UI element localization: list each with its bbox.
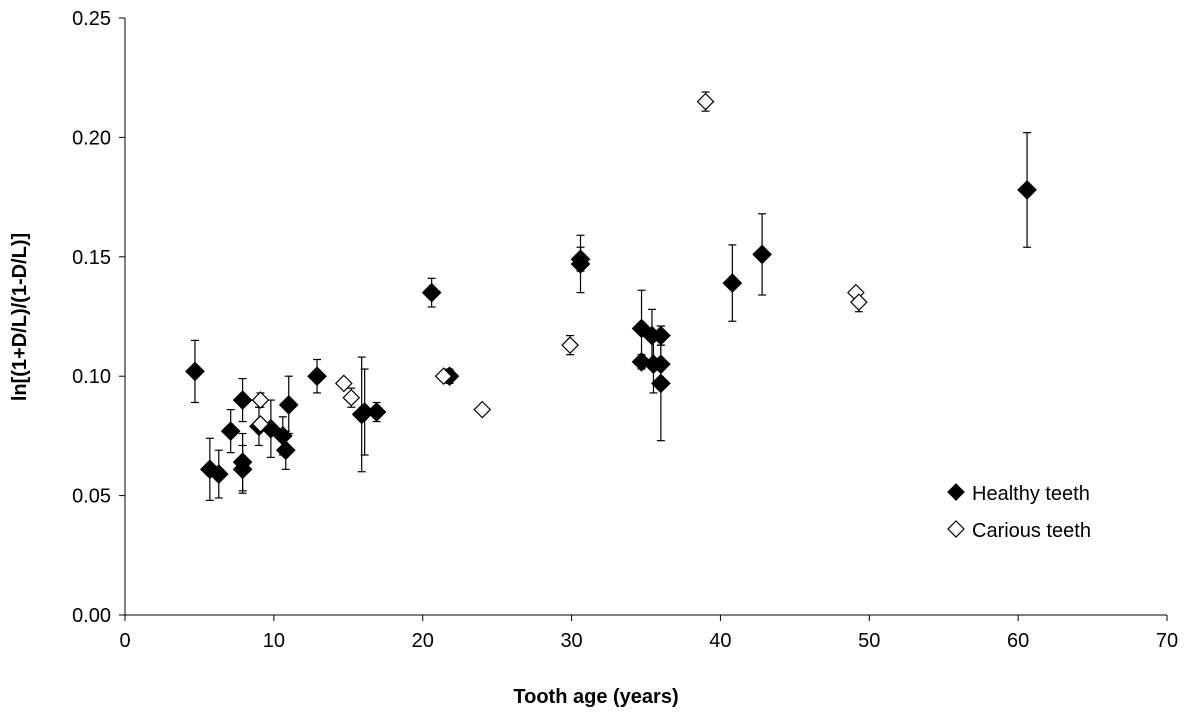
x-tick-label: 0 <box>119 630 130 652</box>
point <box>651 354 671 375</box>
point <box>366 402 387 422</box>
y-axis-title: ln[(1+D/L)/(1-D/L)] <box>9 233 31 401</box>
legend-marker <box>947 483 965 501</box>
point <box>696 92 715 111</box>
point <box>232 390 253 410</box>
y-tick-label: 0.00 <box>72 605 111 627</box>
point <box>421 282 442 303</box>
point <box>208 464 229 484</box>
point <box>334 374 353 393</box>
point <box>307 366 327 387</box>
point <box>275 440 296 461</box>
point <box>434 367 453 386</box>
x-tick-label: 20 <box>412 630 434 652</box>
legend-label: Carious teeth <box>972 520 1091 542</box>
point <box>342 388 361 407</box>
legend-marker <box>947 520 965 538</box>
y-tick-label: 0.05 <box>72 486 111 508</box>
point <box>220 421 241 441</box>
point <box>651 325 671 346</box>
x-axis-title: Tooth age (years) <box>513 686 678 708</box>
y-tick-label: 0.10 <box>72 366 111 388</box>
point <box>473 400 492 419</box>
x-tick-label: 40 <box>709 630 731 652</box>
y-tick-label: 0.15 <box>72 247 111 269</box>
point <box>278 395 299 415</box>
legend-label: Healthy teeth <box>972 483 1090 505</box>
x-tick-label: 30 <box>560 630 582 652</box>
x-tick-label: 70 <box>1156 630 1178 652</box>
y-tick-label: 0.25 <box>72 8 111 30</box>
point <box>722 273 743 293</box>
point <box>570 254 591 274</box>
point <box>251 415 270 433</box>
point <box>251 391 270 409</box>
point <box>200 459 220 480</box>
point <box>561 336 579 355</box>
point <box>1017 180 1037 200</box>
x-tick-label: 60 <box>1007 630 1029 652</box>
point <box>850 293 868 312</box>
x-tick-label: 50 <box>858 630 880 652</box>
y-tick-label: 0.20 <box>72 127 111 149</box>
point <box>651 373 671 394</box>
x-tick-label: 10 <box>263 630 285 652</box>
point <box>752 244 772 265</box>
point <box>232 459 253 480</box>
point <box>185 361 205 382</box>
